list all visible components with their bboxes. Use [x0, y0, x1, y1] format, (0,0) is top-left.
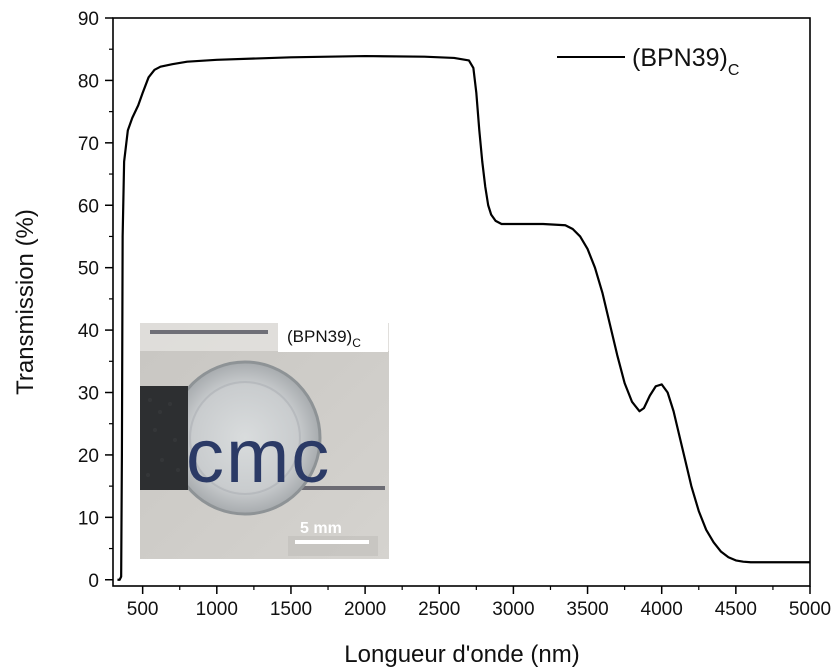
x-tick-label: 4000: [641, 599, 683, 620]
y-tick-label: 70: [78, 134, 99, 155]
y-tick-label: 10: [78, 508, 99, 529]
x-tick-label: 5000: [789, 599, 831, 620]
x-tick-label: 3000: [492, 599, 534, 620]
y-tick-label: 90: [78, 9, 99, 30]
legend-label: (BPN39)C: [632, 44, 739, 79]
y-tick-label: 30: [78, 384, 99, 405]
scale-bar: 5 mm: [295, 520, 369, 544]
inset-label: (BPN39)C: [287, 327, 361, 350]
x-tick-label: 1500: [270, 599, 312, 620]
y-axis-title: Transmission (%): [12, 209, 39, 395]
y-tick-label: 50: [78, 259, 99, 280]
inset-photo: cmc: [140, 320, 389, 559]
x-axis-title: Longueur d'onde (nm): [344, 641, 579, 668]
y-tick-label: 40: [78, 321, 99, 342]
series-line-bpn39c: [117, 54, 810, 581]
x-tick-label: 2500: [418, 599, 460, 620]
y-tick-label: 60: [78, 196, 99, 217]
x-tick-label: 3500: [566, 599, 608, 620]
y-tick-label: 0: [88, 571, 99, 592]
y-tick-label: 20: [78, 446, 99, 467]
sample-holder: [140, 386, 188, 490]
y-tick-label: 80: [78, 71, 99, 92]
photo-logo-text: cmc: [186, 414, 331, 499]
scale-bar-label: 5 mm: [300, 520, 342, 537]
legend: (BPN39)C: [557, 44, 739, 79]
x-tick-label: 2000: [344, 599, 386, 620]
x-tick-label: 500: [127, 599, 159, 620]
x-tick-label: 1000: [196, 599, 238, 620]
x-tick-label: 4500: [715, 599, 757, 620]
plot-frame: [112, 17, 811, 587]
